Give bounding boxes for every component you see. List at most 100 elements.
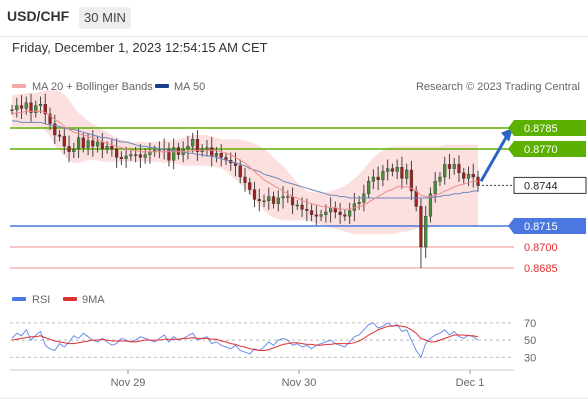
candle-body — [371, 176, 375, 182]
candle-body — [95, 141, 100, 147]
candle-body — [57, 134, 62, 137]
level-labels: 0.8785 0.8770 0.8715 0.8700 0.8685 0.8744 — [478, 120, 587, 275]
candle-body — [424, 215, 428, 248]
candle-body — [428, 193, 433, 217]
level-label-0.8685: 0.8685 — [524, 263, 558, 275]
rsi-legend-label: RSI — [32, 294, 50, 306]
current-price-tag — [513, 176, 587, 194]
candle-body — [76, 137, 81, 150]
x-tick-label: Dec 1 — [456, 377, 485, 389]
level-label-0.8715: 0.8715 — [524, 221, 558, 233]
forecast-arrow-head — [501, 127, 513, 142]
candle-body — [328, 207, 333, 213]
candle-body — [138, 154, 142, 158]
candle-body — [471, 173, 475, 178]
candle-body — [243, 176, 247, 183]
ma9-legend-label: 9MA — [82, 294, 105, 306]
candle-body — [119, 157, 123, 159]
ma50-legend-swatch — [155, 84, 169, 88]
candle-body — [62, 136, 66, 147]
candle-body — [10, 109, 14, 112]
candle-body — [324, 211, 328, 215]
candle-body — [172, 147, 176, 161]
ma50-line — [12, 120, 478, 199]
level-label-0.8785: 0.8785 — [524, 123, 558, 135]
candle-body — [186, 145, 190, 150]
candle-body — [110, 145, 114, 150]
candle-body — [405, 169, 409, 179]
candle-body — [443, 164, 447, 178]
rsi-tick-30: 30 — [524, 352, 536, 364]
candle-body — [238, 165, 242, 178]
current-price-label: 0.8744 — [524, 180, 558, 192]
candle-body — [129, 154, 133, 157]
rsi-panel: 70 50 30 — [10, 318, 536, 364]
forecast-arrow — [479, 127, 513, 182]
research-credit: Research © 2023 Trading Central — [416, 81, 580, 93]
candle-body — [257, 199, 261, 201]
price-levels — [10, 127, 514, 269]
level-tag-tip-0.8785 — [508, 120, 514, 136]
candle-body — [262, 200, 266, 203]
x-axis: Nov 29 Nov 30 Dec 1 — [111, 370, 485, 389]
level-tag-tip-0.8770 — [508, 141, 514, 157]
candle-body — [319, 214, 323, 217]
candle-body — [290, 196, 295, 206]
candle-body — [438, 176, 442, 182]
candle-body — [452, 164, 456, 169]
candle-body — [462, 172, 466, 179]
timeframe-button[interactable]: 30 MIN — [79, 7, 131, 29]
candle-body — [115, 148, 119, 158]
candle-body — [338, 211, 342, 215]
rsi-legend-swatch — [12, 297, 26, 301]
candle-body — [67, 145, 71, 152]
candle-body — [105, 145, 109, 150]
candle-body — [447, 164, 452, 169]
candle-body — [343, 214, 347, 217]
candle-body — [210, 147, 214, 157]
ma50-legend-label: MA 50 — [174, 81, 205, 93]
rsi-tick-50: 50 — [524, 335, 536, 347]
level-tag-0.8770 — [514, 141, 586, 157]
header-divider — [0, 36, 588, 37]
symbol-title: USD/CHF — [7, 8, 70, 24]
candle-body — [390, 168, 395, 172]
x-tick-label: Nov 29 — [111, 377, 146, 389]
candle-body — [219, 152, 223, 158]
candle-body — [381, 171, 385, 180]
candle-body — [38, 103, 43, 106]
candle-body — [300, 204, 304, 210]
candle-body — [15, 105, 19, 110]
candle-body — [53, 123, 57, 136]
bollinger-band-area — [12, 90, 478, 235]
level-tag-0.8785 — [514, 120, 586, 136]
bollinger-bands — [12, 90, 478, 235]
ma9-legend-swatch — [63, 297, 77, 301]
candle-body — [267, 196, 271, 202]
candle-body — [367, 180, 371, 194]
candle-body — [309, 210, 314, 216]
level-tag-tip-0.8715 — [508, 218, 514, 234]
candle-body — [386, 168, 390, 172]
candle-body — [409, 169, 414, 192]
ma20-legend-label: MA 20 + Bollinger Bands — [32, 81, 153, 93]
candle-body — [43, 103, 47, 115]
candle-body — [167, 148, 171, 161]
rsi-ma9-line — [11, 324, 479, 351]
candle-body — [100, 141, 104, 150]
candle-body — [48, 113, 52, 125]
candle-body — [457, 164, 461, 173]
rsi-legend: RSI 9MA — [12, 294, 105, 306]
candle-body — [414, 190, 418, 207]
ma20-legend-swatch — [12, 84, 26, 88]
main-legend: MA 20 + Bollinger Bands MA 50 Research ©… — [12, 81, 580, 93]
forecast-arrow-shaft — [479, 135, 509, 182]
candle-body — [34, 105, 38, 113]
candle-body — [281, 196, 285, 199]
ma20-line — [11, 110, 478, 210]
candle-body — [295, 204, 299, 207]
candle-body — [214, 152, 219, 157]
candle-body — [357, 201, 361, 204]
candle-body — [348, 210, 352, 217]
